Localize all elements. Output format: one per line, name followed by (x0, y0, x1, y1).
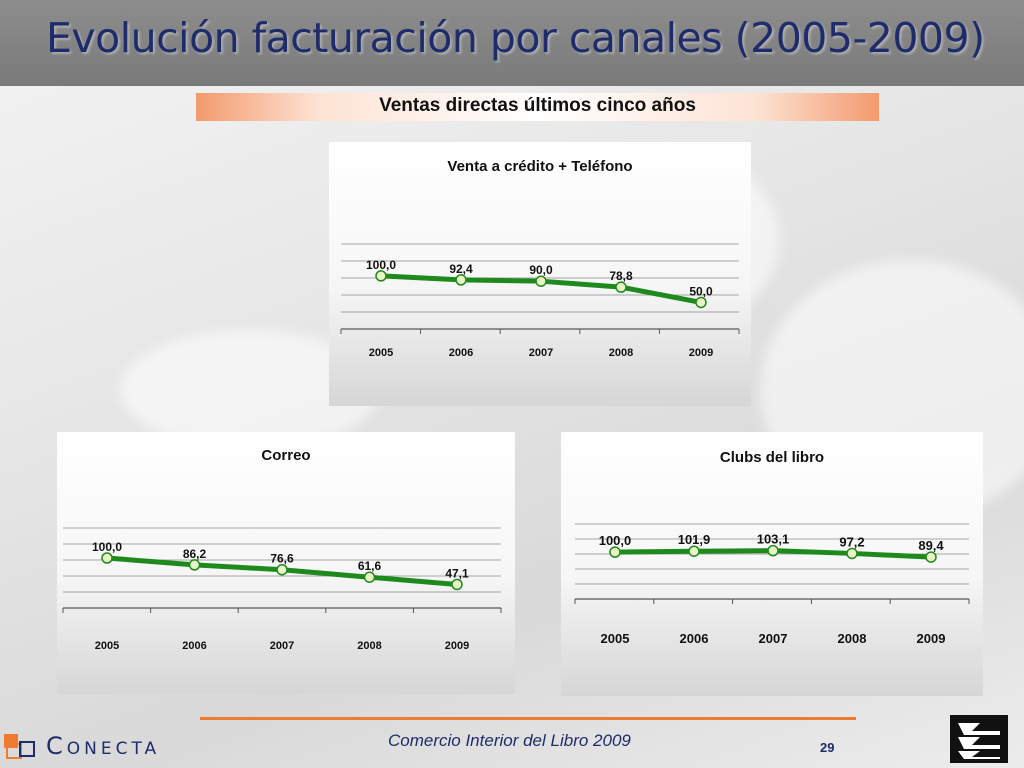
chart-panel-correo: Correo 100,0 86,2 76,6 61,6 47,1 2005 2006 2007 2… (57, 432, 515, 694)
logo-text: Conecta (46, 732, 161, 760)
data-point (925, 551, 937, 563)
data-label: 100,0 (366, 258, 396, 272)
data-label: 92,4 (449, 262, 473, 276)
chart-credito: Venta a crédito + Teléfono 100,0 92,4 90,0 7… (340, 158, 740, 359)
x-tick-label: 2008 (357, 640, 381, 652)
x-tick-label: 2009 (689, 347, 713, 359)
data-label: 97,2 (839, 534, 864, 549)
data-label: 61,6 (358, 559, 382, 573)
page-number: 29 (820, 740, 835, 755)
data-point (363, 571, 376, 583)
x-tick-label: 2005 (369, 347, 393, 359)
data-point (535, 275, 547, 287)
data-point (767, 544, 779, 557)
data-label: 76,6 (270, 552, 294, 566)
data-point (846, 547, 858, 560)
conecta-logo-icon (4, 734, 35, 759)
data-label: 86,2 (183, 547, 207, 561)
data-point (101, 552, 113, 564)
data-label: 100,0 (599, 533, 632, 548)
data-label: 89,4 (918, 538, 944, 553)
x-tick-label: 2007 (759, 631, 788, 646)
x-tick-label: 2006 (680, 631, 709, 646)
x-tick-label: 2007 (270, 640, 294, 652)
data-point (688, 545, 700, 557)
data-label: 100,0 (92, 540, 122, 554)
chart-title: Clubs del libro (720, 449, 824, 466)
data-point (451, 578, 463, 591)
chart-panel-credito: Venta a crédito + Teléfono 100,0 92,4 90,0 7… (329, 142, 751, 406)
data-point (276, 563, 288, 576)
data-label: 50,0 (689, 284, 713, 298)
data-point (609, 546, 621, 558)
conecta-logo: Conecta (4, 730, 184, 762)
footer-divider (200, 717, 856, 720)
title-bar: Evolución facturación por canales (2005-… (0, 0, 1024, 86)
footer-text: Comercio Interior del Libro 2009 (388, 731, 631, 750)
chart-correo: Correo 100,0 86,2 76,6 61,6 47,1 2005 2006 2007 2… (62, 447, 502, 652)
data-point (375, 270, 387, 282)
chart-title: Venta a crédito + Teléfono (447, 158, 632, 175)
chart-title: Correo (261, 447, 310, 464)
data-point (188, 559, 201, 571)
data-label: 103,1 (757, 532, 790, 547)
data-point (615, 281, 627, 293)
publisher-logo-icon (950, 715, 1008, 763)
x-tick-label: 2008 (838, 631, 867, 646)
x-tick-label: 2007 (529, 347, 553, 359)
data-label: 90,0 (529, 263, 553, 277)
x-tick-label: 2008 (609, 347, 633, 359)
chart-clubs: Clubs del libro 100,0 101,9 103,1 97,2 89,4 20… (574, 449, 970, 646)
subtitle-banner: Ventas directas últimos cinco años (196, 93, 879, 121)
data-label: 78,8 (609, 269, 633, 283)
x-tick-label: 2006 (449, 347, 473, 359)
x-tick-label: 2006 (182, 640, 206, 652)
data-point (695, 296, 707, 309)
chart-panel-clubs: Clubs del libro 100,0 101,9 103,1 97,2 89,4 20… (561, 432, 983, 696)
x-tick-label: 2009 (445, 640, 469, 652)
x-tick-label: 2009 (917, 631, 946, 646)
subtitle-text: Ventas directas últimos cinco años (379, 95, 696, 116)
data-label: 47,1 (445, 566, 469, 580)
x-tick-label: 2005 (95, 640, 119, 652)
data-label: 101,9 (678, 532, 711, 547)
page-title: Evolución facturación por canales (2005-… (46, 14, 985, 62)
data-point (455, 274, 467, 286)
x-tick-label: 2005 (601, 631, 630, 646)
